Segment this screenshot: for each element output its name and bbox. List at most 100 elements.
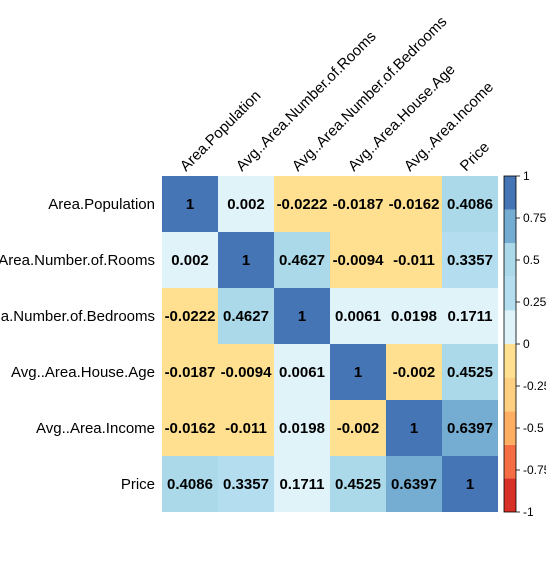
heatmap-cell-0-3 xyxy=(330,176,386,232)
cell-value-1-1: 1 xyxy=(242,252,250,269)
heatmap-cell-0-1 xyxy=(218,176,274,232)
row-label-4: Avg..Area.Income xyxy=(36,420,155,437)
heatmap-cell-1-1 xyxy=(218,232,274,288)
heatmap-cell-5-4 xyxy=(386,456,442,512)
colorbar-tick-label-7: -0.75 xyxy=(523,463,546,477)
cell-value-2-2: 1 xyxy=(298,308,306,325)
colorbar-tick-label-6: -0.5 xyxy=(523,421,544,435)
colorbar-tick-label-0: 1 xyxy=(523,169,530,183)
cell-value-5-0: 0.4086 xyxy=(167,476,213,493)
heatmap-cell-3-3 xyxy=(330,344,386,400)
cell-value-4-1: -0.011 xyxy=(225,420,267,437)
heatmap-cell-4-5 xyxy=(442,400,498,456)
column-label-3: Avg..Area.House.Age xyxy=(345,61,459,175)
heatmap-cell-1-2 xyxy=(274,232,330,288)
colorbar-tick-label-4: 0 xyxy=(523,337,530,351)
heatmap-cell-0-4 xyxy=(386,176,442,232)
heatmap-cell-2-1 xyxy=(218,288,274,344)
heatmap-cell-2-2 xyxy=(274,288,330,344)
colorbar-segment-6 xyxy=(504,276,516,311)
cell-value-0-2: -0.0222 xyxy=(277,196,328,213)
cell-value-0-1: 0.002 xyxy=(227,196,265,213)
colorbar-segment-9 xyxy=(504,176,516,210)
row-label-0: Area.Population xyxy=(48,196,155,213)
heatmap-cell-1-3 xyxy=(330,232,386,288)
cell-value-4-2: 0.0198 xyxy=(279,420,325,437)
colorbar-segment-5 xyxy=(504,310,516,344)
heatmap-cell-0-5 xyxy=(442,176,498,232)
cell-value-2-5: 0.1711 xyxy=(447,308,492,325)
heatmap-cell-3-5 xyxy=(442,344,498,400)
row-labels: Area.Population Avg..Area.Number.of.Rooms… xyxy=(0,196,155,493)
heatmap-cell-2-0 xyxy=(162,288,218,344)
heatmap-cell-0-2 xyxy=(274,176,330,232)
cell-value-3-1: -0.0094 xyxy=(221,364,273,381)
cell-value-3-4: -0.002 xyxy=(393,364,436,381)
colorbar-segment-8 xyxy=(504,209,516,244)
heatmap-cell-1-0 xyxy=(162,232,218,288)
cell-value-4-3: -0.002 xyxy=(337,420,380,437)
heatmap-cell-5-5 xyxy=(442,456,498,512)
cell-value-4-4: 1 xyxy=(410,420,418,437)
cell-value-2-0: -0.0222 xyxy=(165,308,216,325)
cell-value-2-1: 0.4627 xyxy=(223,308,269,325)
heatmap-cell-5-0 xyxy=(162,456,218,512)
colorbar-segment-4 xyxy=(504,344,516,378)
heatmap-cell-0-0 xyxy=(162,176,218,232)
cell-value-3-5: 0.4525 xyxy=(447,364,493,381)
row-label-1: Avg..Area.Number.of.Rooms xyxy=(0,252,155,269)
heatmap-cell-5-1 xyxy=(218,456,274,512)
row-label-3: Avg..Area.House.Age xyxy=(11,364,155,381)
cell-value-0-0: 1 xyxy=(186,196,194,213)
cell-value-1-0: 0.002 xyxy=(171,252,209,269)
heatmap-cells: 1 0.002 -0.0222 -0.0187 -0.0162 0.4086 0.002 1 0… xyxy=(162,176,498,512)
colorbar-tick-label-1: 0.75 xyxy=(523,211,546,225)
row-label-5: Price xyxy=(121,476,155,493)
heatmap-cell-3-2 xyxy=(274,344,330,400)
heatmap-cell-4-4 xyxy=(386,400,442,456)
colorbar-tick-label-2: 0.5 xyxy=(523,253,540,267)
cell-value-4-5: 0.6397 xyxy=(447,420,493,437)
cell-value-3-2: 0.0061 xyxy=(279,364,325,381)
column-label-5: Price xyxy=(457,139,493,175)
heatmap-cell-1-4 xyxy=(386,232,442,288)
cell-value-0-3: -0.0187 xyxy=(333,196,384,213)
colorbar-segment-2 xyxy=(504,411,516,445)
cell-value-5-5: 1 xyxy=(466,476,474,493)
cell-value-3-0: -0.0187 xyxy=(165,364,216,381)
heatmap-cell-5-2 xyxy=(274,456,330,512)
cell-value-1-5: 0.3357 xyxy=(447,252,493,269)
colorbar-segment-3 xyxy=(504,377,516,412)
heatmap-cell-4-2 xyxy=(274,400,330,456)
cell-value-5-3: 0.4525 xyxy=(335,476,381,493)
colorbar-segment-0 xyxy=(504,478,516,512)
heatmap-cell-3-1 xyxy=(218,344,274,400)
colorbar: 1 0.75 0.5 0.25 0 -0.25 -0.5 -0.75 -1 xyxy=(503,169,546,519)
colorbar-segment-1 xyxy=(504,444,516,479)
colorbar-tick-label-8: -1 xyxy=(523,505,534,519)
heatmap-cell-4-0 xyxy=(162,400,218,456)
colorbar-tick-label-3: 0.25 xyxy=(523,295,546,309)
heatmap-cell-5-3 xyxy=(330,456,386,512)
cell-value-1-2: 0.4627 xyxy=(279,252,325,269)
cell-value-5-1: 0.3357 xyxy=(223,476,269,493)
row-label-2: Avg..Area.Number.of.Bedrooms xyxy=(0,308,155,325)
cell-value-5-2: 0.1711 xyxy=(279,476,324,493)
cell-value-1-3: -0.0094 xyxy=(333,252,385,269)
heatmap-cell-3-0 xyxy=(162,344,218,400)
heatmap-cell-2-5 xyxy=(442,288,498,344)
cell-value-2-3: 0.0061 xyxy=(335,308,381,325)
cell-value-0-4: -0.0162 xyxy=(389,196,440,213)
heatmap-cell-3-4 xyxy=(386,344,442,400)
column-labels: Area.PopulationAvg..Area.Number.of.Rooms… xyxy=(177,13,497,175)
colorbar-tick-label-5: -0.25 xyxy=(523,379,546,393)
heatmap-cell-2-4 xyxy=(386,288,442,344)
cell-value-5-4: 0.6397 xyxy=(391,476,437,493)
cell-value-1-4: -0.011 xyxy=(393,252,435,269)
heatmap-cell-1-5 xyxy=(442,232,498,288)
heatmap-cell-2-3 xyxy=(330,288,386,344)
heatmap-cell-4-3 xyxy=(330,400,386,456)
cell-value-2-4: 0.0198 xyxy=(391,308,437,325)
cell-value-0-5: 0.4086 xyxy=(447,196,493,213)
